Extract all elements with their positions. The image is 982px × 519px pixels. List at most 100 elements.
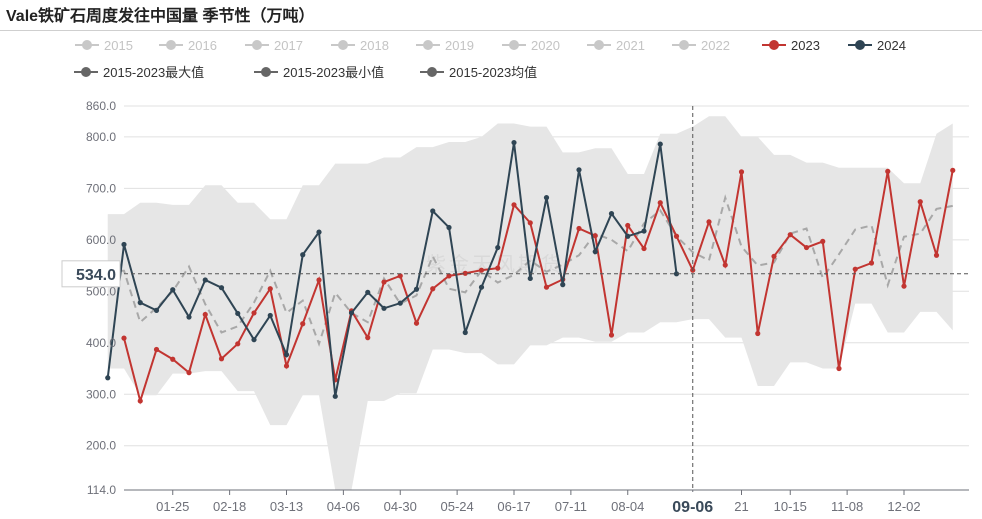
data-point-2023: [235, 341, 241, 347]
y-tick-label: 200.0: [86, 439, 116, 453]
series-line-mean: [107, 194, 953, 347]
x-tick-label: 21: [734, 499, 748, 514]
legend-marker-icon: [423, 40, 433, 50]
y-tick-label: 600.0: [86, 233, 116, 247]
legend-marker-icon: [427, 67, 437, 77]
legend-marker-icon: [338, 40, 348, 50]
legend-label: 2015: [104, 38, 133, 53]
legend-label: 2023: [791, 38, 820, 53]
x-tick-label: 01-25: [156, 499, 189, 514]
data-point-2023: [153, 346, 160, 353]
legend-item-2020: 2020: [502, 38, 560, 53]
data-point-2024: [251, 337, 257, 343]
legend-label: 2018: [360, 38, 389, 53]
data-point-2024: [413, 286, 420, 292]
data-point-2023: [820, 238, 826, 244]
data-point-2024: [592, 249, 598, 255]
data-point-2023: [673, 233, 680, 239]
x-tick-label: 04-06: [327, 499, 360, 514]
data-point-2024: [300, 252, 306, 258]
data-point-2024: [105, 375, 111, 381]
data-point-2023: [787, 232, 793, 238]
legend-item-2016: 2016: [159, 38, 217, 53]
x-tick-label: 08-04: [611, 499, 644, 514]
legend-item-2017: 2017: [245, 38, 303, 53]
data-point-2023: [300, 321, 306, 327]
legend-item-2024: 2024: [848, 38, 906, 53]
legend-label: 2017: [274, 38, 303, 53]
legend-label: 2020: [531, 38, 560, 53]
data-point-2023: [657, 200, 663, 206]
data-point-2023: [365, 335, 371, 341]
data-point-2023: [885, 168, 891, 174]
data-point-2023: [316, 277, 322, 283]
legend-item-2018: 2018: [331, 38, 389, 53]
data-point-2023: [478, 267, 485, 273]
y-tick-label: 700.0: [86, 181, 116, 195]
series-line-2023: [123, 170, 954, 405]
data-point-2023: [527, 220, 533, 226]
data-point-2024: [316, 229, 322, 235]
y-tick-label: 300.0: [86, 387, 116, 401]
data-point-2024: [641, 228, 647, 234]
data-point-2024: [235, 310, 241, 317]
legend-marker-icon: [509, 40, 519, 50]
x-tick-label: 06-17: [497, 499, 530, 514]
data-point-2023: [625, 222, 631, 229]
x-tick-label: 04-30: [384, 499, 417, 514]
data-point-2024: [365, 289, 371, 295]
data-point-2024: [397, 300, 403, 306]
data-point-2023: [186, 370, 192, 376]
legend-label: 2016: [188, 38, 217, 53]
legend-marker-icon: [252, 40, 262, 50]
data-point-2023: [430, 286, 436, 292]
data-point-2023: [462, 270, 468, 276]
data-point-2023: [592, 233, 598, 239]
legend-marker-icon: [679, 40, 689, 50]
data-point-2023: [771, 253, 777, 259]
x-tick-label: 12-02: [887, 499, 920, 514]
data-point-2023: [836, 365, 842, 372]
series-lines: [105, 139, 956, 405]
data-point-2023: [446, 273, 452, 279]
data-point-2024: [576, 167, 582, 173]
data-point-2023: [543, 284, 550, 290]
data-point-2024: [137, 300, 143, 306]
y-tick-label: 114.0: [87, 483, 116, 497]
data-point-2023: [397, 273, 403, 279]
data-point-2024: [527, 275, 533, 282]
data-point-2023: [755, 330, 761, 337]
data-point-2024: [218, 285, 225, 291]
legend-marker-icon: [166, 40, 176, 50]
data-point-2024: [462, 329, 468, 336]
data-point-2024: [625, 233, 631, 239]
data-point-2023: [608, 332, 615, 338]
y-tick-label: 400.0: [86, 336, 116, 350]
legend-item-2015-2023均值: 2015-2023均值: [420, 65, 537, 80]
data-point-2023: [738, 169, 745, 175]
data-point-2023: [868, 260, 875, 266]
x-tick-label: 05-24: [441, 499, 474, 514]
data-point-2024: [267, 312, 273, 319]
crosshair-x-label: 09-06: [672, 499, 713, 516]
data-point-2023: [917, 199, 923, 205]
data-point-2023: [218, 356, 225, 362]
legend-item-2022: 2022: [672, 38, 730, 53]
x-tick-label: 03-13: [270, 499, 303, 514]
data-point-2023: [933, 252, 940, 258]
data-point-2024: [186, 314, 192, 320]
crosshair-cursor: 09-06 534.0: [61, 106, 969, 518]
data-point-2024: [202, 277, 208, 283]
y-tick-label: 860.0: [86, 99, 116, 113]
data-point-2024: [673, 271, 680, 277]
data-point-2023: [121, 335, 127, 341]
data-point-2024: [657, 141, 663, 147]
data-point-2023: [722, 262, 728, 268]
legend-label: 2015-2023最小值: [283, 65, 384, 80]
min-max-area: [107, 116, 953, 490]
title-divider: [0, 30, 982, 31]
data-point-2023: [641, 245, 647, 252]
data-point-2023: [251, 310, 257, 316]
data-point-2023: [706, 219, 712, 225]
